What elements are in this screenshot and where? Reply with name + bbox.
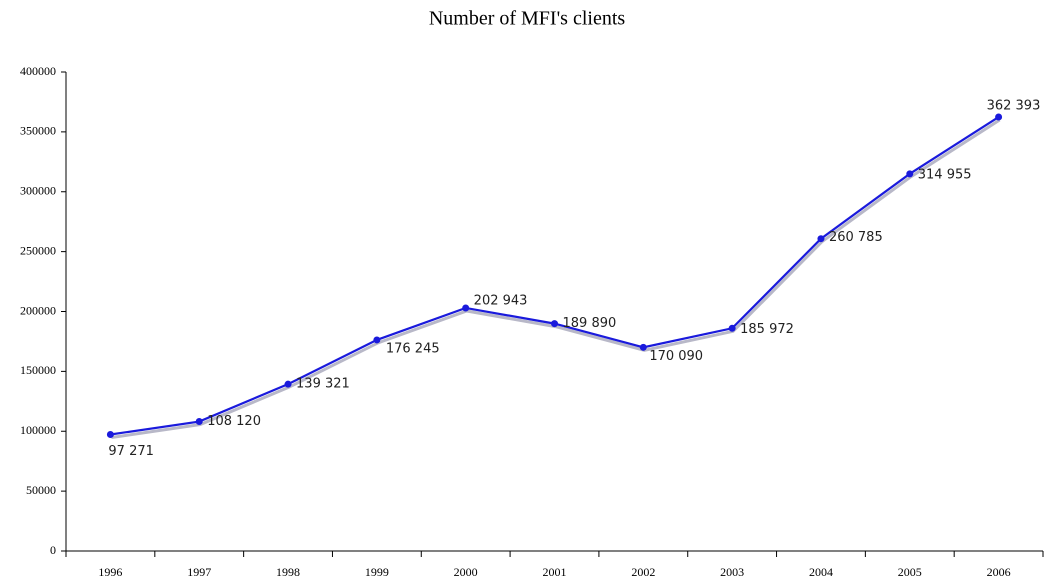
- x-tick-label: 2006: [987, 565, 1011, 579]
- x-tick-label: 1997: [187, 565, 211, 579]
- y-tick-label: 150000: [20, 363, 56, 377]
- marker: [728, 324, 736, 332]
- marker: [639, 343, 647, 351]
- data-label: 108 120: [207, 414, 261, 429]
- data-label: 176 245: [386, 341, 440, 356]
- y-tick-label: 50000: [26, 483, 56, 497]
- y-tick-label: 400000: [20, 64, 56, 78]
- x-tick-label: 2004: [809, 565, 833, 579]
- y-tick-label: 200000: [20, 303, 56, 317]
- line-shadow: [111, 118, 1001, 440]
- chart-title: Number of MFI's clients: [429, 8, 626, 30]
- x-tick-label: 2001: [543, 565, 567, 579]
- data-label: 97 271: [108, 444, 154, 459]
- data-label: 314 955: [918, 167, 972, 182]
- y-tick-label: 0: [50, 543, 56, 557]
- x-tick-label: 1998: [276, 565, 300, 579]
- y-tick-label: 300000: [20, 184, 56, 198]
- marker: [995, 113, 1003, 121]
- marker: [551, 320, 558, 328]
- marker: [906, 170, 914, 178]
- x-tick-label: 2000: [454, 565, 478, 579]
- data-label: 185 972: [740, 322, 794, 337]
- marker: [462, 304, 470, 312]
- data-label: 260 785: [829, 230, 883, 245]
- y-tick-label: 100000: [20, 423, 56, 437]
- x-tick-label: 2003: [720, 565, 744, 579]
- line: [110, 116, 1000, 436]
- data-label: 362 393: [987, 99, 1041, 114]
- data-label: 189 890: [563, 316, 617, 331]
- x-tick-label: 1996: [98, 565, 122, 579]
- marker: [195, 418, 203, 426]
- marker: [106, 431, 114, 439]
- y-tick-label: 350000: [20, 124, 56, 138]
- x-tick-label: 2005: [898, 565, 922, 579]
- data-label: 170 090: [649, 349, 703, 364]
- x-tick-label: 1999: [365, 565, 389, 579]
- data-label: 139 321: [296, 377, 350, 392]
- marker: [817, 235, 825, 243]
- marker: [284, 380, 292, 388]
- x-tick-label: 2002: [631, 565, 655, 579]
- data-label: 202 943: [474, 293, 528, 308]
- y-tick-label: 250000: [20, 243, 56, 257]
- marker: [373, 336, 381, 344]
